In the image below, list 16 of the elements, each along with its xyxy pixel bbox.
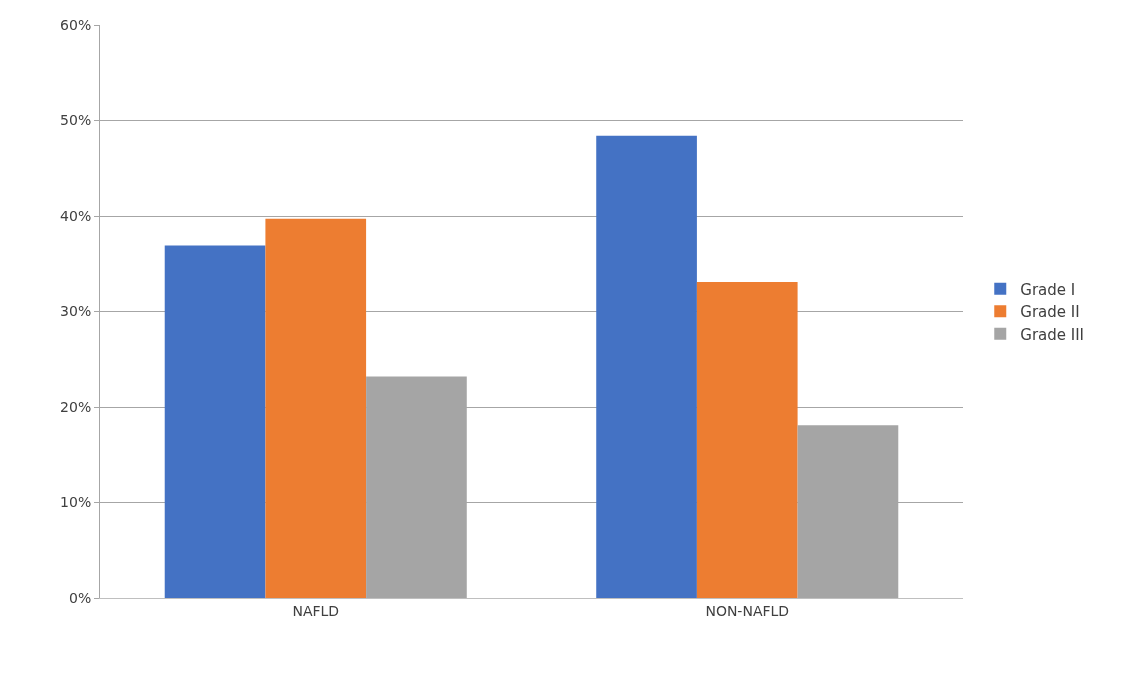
legend-label: Grade III <box>1020 325 1085 344</box>
x-tick-label: NAFLD <box>292 602 340 619</box>
y-tick-label: 0% <box>68 589 92 606</box>
y-tick-label: 60% <box>60 16 92 33</box>
bar <box>696 281 798 598</box>
bar <box>596 135 697 598</box>
y-tick-label: 40% <box>60 207 92 224</box>
y-tick-label: 20% <box>60 398 92 415</box>
x-tick-label: NON-NAFLD <box>705 602 790 619</box>
y-tick-label: 50% <box>60 112 92 129</box>
legend-label: Grade I <box>1020 280 1076 299</box>
legend-label: Grade II <box>1020 303 1080 322</box>
y-tick-label: 10% <box>60 494 92 511</box>
bar <box>164 245 266 598</box>
bar <box>265 218 367 598</box>
y-tick-label: 30% <box>60 303 92 320</box>
